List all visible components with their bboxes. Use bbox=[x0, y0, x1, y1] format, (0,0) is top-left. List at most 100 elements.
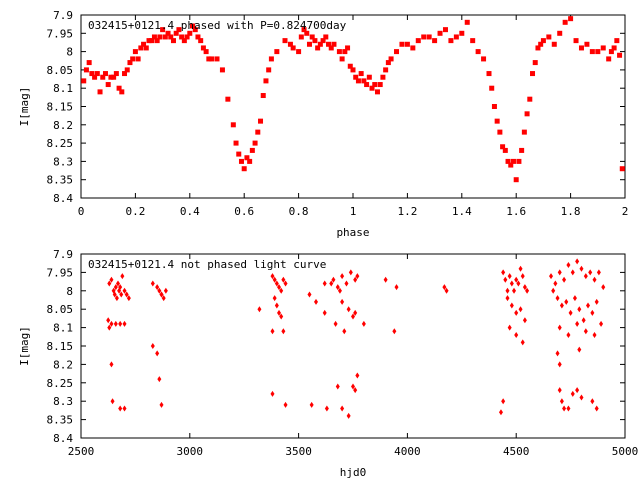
data-point bbox=[258, 118, 264, 124]
data-point bbox=[555, 295, 560, 302]
data-point bbox=[173, 30, 179, 36]
data-point bbox=[255, 129, 261, 135]
data-point bbox=[266, 67, 272, 73]
data-point bbox=[317, 41, 323, 47]
data-point bbox=[157, 376, 162, 383]
data-point bbox=[557, 387, 562, 394]
data-point bbox=[163, 287, 168, 294]
data-point bbox=[520, 273, 525, 280]
data-point bbox=[510, 158, 516, 164]
data-point bbox=[498, 409, 503, 416]
data-point bbox=[566, 331, 571, 338]
data-point bbox=[143, 45, 149, 51]
data-point bbox=[314, 298, 319, 305]
data-point bbox=[519, 147, 525, 153]
data-point bbox=[470, 38, 476, 44]
data-point bbox=[559, 398, 564, 405]
data-point bbox=[115, 280, 120, 287]
data-point bbox=[159, 401, 164, 408]
data-point bbox=[109, 361, 114, 368]
x-tick-label: 0.2 bbox=[125, 205, 145, 218]
data-point bbox=[155, 350, 160, 357]
data-point bbox=[225, 96, 231, 102]
x-tick-label: 4000 bbox=[394, 445, 421, 458]
data-point bbox=[283, 280, 288, 287]
data-point bbox=[340, 273, 345, 280]
x-tick-label: 1.8 bbox=[561, 205, 581, 218]
data-point bbox=[497, 129, 503, 135]
data-point bbox=[100, 74, 106, 80]
data-point bbox=[296, 49, 302, 55]
data-point bbox=[589, 49, 595, 55]
data-point bbox=[118, 320, 123, 327]
data-point bbox=[608, 49, 614, 55]
data-point bbox=[307, 291, 312, 298]
data-point bbox=[170, 38, 176, 44]
data-point bbox=[594, 298, 599, 305]
data-point bbox=[263, 78, 269, 84]
y-tick-label: 8.4 bbox=[53, 432, 73, 445]
data-point bbox=[538, 41, 544, 47]
data-point bbox=[274, 302, 279, 309]
data-point bbox=[107, 324, 112, 331]
data-point bbox=[328, 45, 334, 51]
data-point bbox=[377, 82, 383, 88]
data-point bbox=[614, 38, 620, 44]
data-point bbox=[507, 273, 512, 280]
data-point bbox=[112, 291, 117, 298]
data-point bbox=[392, 328, 397, 335]
data-point bbox=[336, 49, 342, 55]
x-tick-label: 0 bbox=[78, 205, 85, 218]
data-point bbox=[312, 38, 318, 44]
data-point bbox=[146, 38, 152, 44]
data-point bbox=[241, 166, 247, 172]
data-point bbox=[272, 295, 277, 302]
data-point bbox=[353, 387, 358, 394]
data-point bbox=[355, 273, 360, 280]
y-tick-label: 8.3 bbox=[53, 155, 73, 168]
data-point bbox=[388, 56, 394, 62]
data-point bbox=[555, 350, 560, 357]
data-point bbox=[353, 309, 358, 316]
data-point bbox=[257, 306, 262, 313]
data-point bbox=[522, 284, 527, 291]
data-point bbox=[590, 309, 595, 316]
data-point bbox=[141, 41, 147, 47]
data-point bbox=[329, 280, 334, 287]
data-point bbox=[124, 291, 129, 298]
y-tick-label: 8.05 bbox=[47, 64, 74, 77]
data-point bbox=[491, 104, 497, 109]
data-point bbox=[109, 320, 114, 327]
y-tick-label: 8.2 bbox=[53, 119, 73, 132]
data-point bbox=[578, 45, 584, 51]
data-point bbox=[564, 298, 569, 305]
y-tick-label: 7.95 bbox=[47, 266, 74, 279]
data-point bbox=[505, 295, 510, 302]
data-point bbox=[159, 291, 164, 298]
data-point bbox=[94, 71, 100, 77]
data-point bbox=[355, 372, 360, 379]
data-point bbox=[394, 49, 400, 55]
data-point bbox=[105, 82, 111, 88]
data-point bbox=[475, 49, 481, 55]
data-point bbox=[108, 74, 114, 80]
data-point bbox=[579, 394, 584, 401]
data-point bbox=[272, 276, 277, 283]
data-point bbox=[304, 30, 310, 36]
x-tick-label: 1.4 bbox=[452, 205, 472, 218]
data-point bbox=[520, 339, 525, 346]
data-point bbox=[394, 284, 399, 291]
data-point bbox=[279, 287, 284, 294]
data-point bbox=[150, 343, 155, 349]
data-point bbox=[562, 19, 568, 25]
data-point bbox=[592, 331, 597, 338]
data-point bbox=[562, 276, 567, 283]
y-tick-label: 8.1 bbox=[53, 82, 73, 95]
data-point bbox=[507, 324, 512, 331]
data-point bbox=[176, 27, 182, 33]
data-point bbox=[116, 85, 122, 91]
x-tick-label: 4500 bbox=[503, 445, 530, 458]
data-point bbox=[122, 405, 127, 412]
data-point bbox=[122, 71, 128, 77]
